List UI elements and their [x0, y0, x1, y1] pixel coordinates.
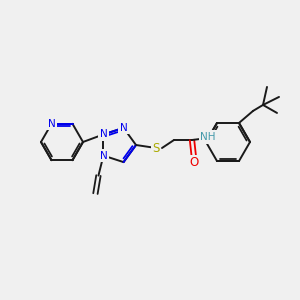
- Text: N: N: [120, 123, 128, 133]
- Text: S: S: [152, 142, 160, 154]
- Text: O: O: [189, 157, 199, 169]
- Text: N: N: [48, 119, 56, 129]
- Text: N: N: [100, 129, 107, 140]
- Text: N: N: [100, 151, 107, 160]
- Text: NH: NH: [200, 132, 216, 142]
